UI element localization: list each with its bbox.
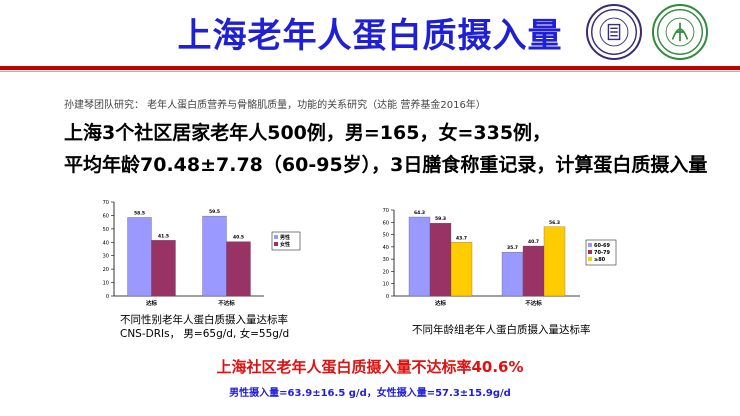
chart2-bar	[543, 226, 566, 297]
chart2-legend-label: ≥80	[594, 257, 606, 263]
chart2-caption: 不同年龄组老年人蛋白质摄入量达标率	[412, 324, 591, 336]
chart2-data-label: 40.7	[528, 239, 539, 245]
chart1-bar	[226, 241, 251, 297]
chart1-legend-box	[271, 231, 301, 251]
chart1-legend-swatch	[274, 235, 278, 239]
chart1-y-tick-label: 20	[103, 267, 109, 273]
chart2-data-label: 56.3	[549, 220, 560, 226]
chart2-legend-swatch	[588, 243, 592, 247]
chart1-data-label: 59.5	[209, 209, 220, 215]
chart2-legend-swatch	[588, 250, 592, 254]
chart2-legend-label: 60-69	[594, 243, 611, 249]
chart1-legend-label: 男性	[279, 234, 290, 241]
study-method-text: 平均年龄70.48±7.78（60-95岁），3日膳食称重记录，计算蛋白质摄入量	[64, 154, 708, 176]
title-divider-thin	[0, 71, 740, 72]
chart2-y-tick-label: 10	[383, 282, 389, 288]
chart2-bar	[501, 251, 524, 297]
source-citation: 孙建琴团队研究： 老年人蛋白质营养与骨骼肌质量，功能的关系研究（达能 营养基金2…	[64, 100, 486, 111]
chart1-y-tick-label: 50	[103, 227, 109, 233]
chart2-bar	[429, 222, 452, 297]
chart1-data-label: 41.5	[158, 233, 169, 239]
chart2-bar	[450, 242, 473, 297]
chart1-bar	[151, 240, 176, 297]
chart2-y-tick-label: 50	[383, 233, 389, 239]
chart2-data-label: 64.3	[414, 210, 425, 216]
chart2-y-tick-label: 60	[383, 220, 389, 226]
chart1-y-tick-label: 60	[103, 213, 109, 219]
chart1-caption-line2: CNS-DRIs， 男=65g/d, 女=55g/d	[120, 328, 290, 340]
chart2-data-label: 43.7	[456, 235, 467, 241]
huadong-hospital-seal	[652, 4, 708, 60]
chart2-x-tick-label: 达标	[435, 299, 447, 307]
conclusion-text: 上海社区老年人蛋白质摄入量不达标率40.6%	[216, 358, 524, 376]
chart1-data-label: 58.5	[134, 210, 145, 216]
age-compliance-chart: 0 10 20 30 40 50 60 70 达标 64.3 59.3 43.7 不达标 35.7 40.7…	[383, 208, 617, 307]
chart1-y-tick-label: 40	[103, 240, 109, 246]
chart1-legend-label: 女性	[280, 241, 290, 248]
title-divider	[0, 66, 740, 70]
chart2-x-tick-label: 不达标	[525, 299, 542, 307]
study-sample-text: 上海3个社区居家老年人500例，男=165，女=335例，	[64, 122, 552, 144]
chart2-data-label: 35.7	[507, 245, 518, 251]
chart2-bar	[408, 216, 431, 297]
fudan-university-seal	[586, 4, 642, 60]
chart1-bar	[202, 215, 227, 297]
chart1-data-label: 40.5	[233, 235, 244, 241]
chart1-y-tick-label: 70	[103, 200, 109, 206]
chart2-bar	[522, 245, 545, 297]
chart2-y-tick-label: 0	[386, 294, 389, 300]
chart1-caption: 不同性别老年人蛋白质摄入量达标率 CNS-DRIs， 男=65g/d, 女=55…	[120, 313, 289, 341]
chart1-y-tick-label: 30	[103, 254, 109, 260]
chart1-y-tick-label: 10	[103, 281, 109, 287]
chart2-y-tick-label: 20	[383, 269, 389, 275]
chart2-y-tick-label: 40	[383, 245, 389, 251]
chart1-x-tick-label: 达标	[146, 299, 158, 307]
chart1-y-tick-label: 0	[106, 294, 109, 300]
chart2-data-label: 59.3	[435, 216, 446, 222]
chart2-legend-label: 70-79	[594, 250, 611, 256]
intake-summary: 男性摄入量=63.9±16.5 g/d，女性摄入量=57.3±15.9g/d	[229, 388, 511, 399]
chart2-y-tick-label: 30	[383, 257, 389, 263]
chart1-x-tick-label: 不达标	[218, 299, 235, 307]
chart2-y-tick-label: 70	[383, 208, 389, 214]
chart1-legend-swatch	[274, 242, 278, 246]
chart2-legend-swatch	[588, 257, 592, 261]
chart1-caption-line1: 不同性别老年人蛋白质摄入量达标率	[120, 314, 288, 326]
chart1-bar	[127, 217, 152, 297]
slide-title: 上海老年人蛋白质摄入量	[177, 16, 563, 56]
